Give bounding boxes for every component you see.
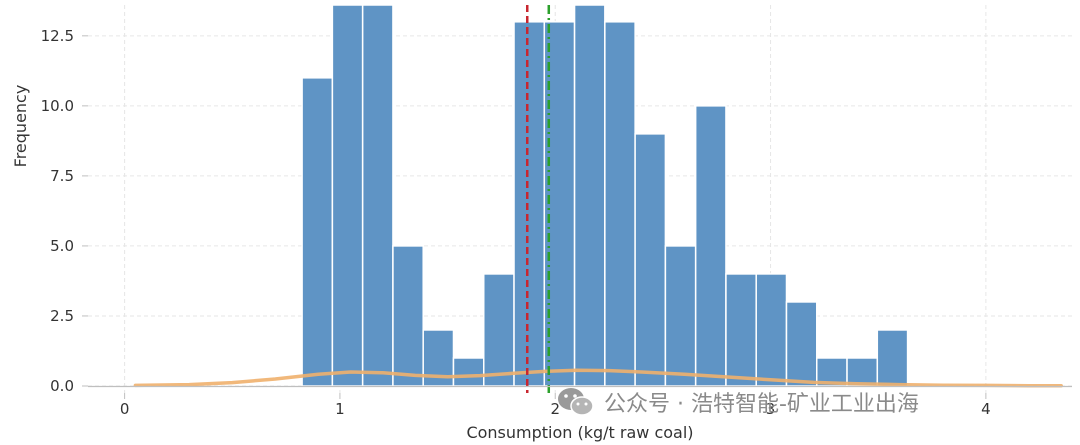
axes: 0.0 2.5 5.0 7.5 10.0 12.5 0 1 2 3 4 bbox=[41, 27, 1072, 418]
histogram-bar bbox=[573, 4, 606, 387]
histogram-bar bbox=[846, 357, 879, 387]
histogram-bar bbox=[452, 357, 485, 387]
histogram-bar bbox=[604, 21, 636, 387]
histogram-bar bbox=[301, 77, 334, 387]
histogram-bar bbox=[785, 301, 818, 387]
wechat-icon bbox=[558, 388, 594, 416]
histogram-bar bbox=[513, 21, 546, 387]
histogram-bar bbox=[331, 4, 364, 387]
x-tick-label: 3 bbox=[766, 400, 776, 418]
x-axis-label: Consumption (kg/t raw coal) bbox=[466, 423, 693, 442]
y-tick-label: 2.5 bbox=[50, 307, 74, 325]
histogram-bar bbox=[694, 105, 727, 387]
histogram-bars bbox=[301, 4, 909, 387]
y-tick-label: 10.0 bbox=[41, 97, 74, 115]
watermark: 公众号 · 浩特智能-矿业工业出海 bbox=[556, 384, 919, 420]
histogram-bar bbox=[392, 245, 424, 387]
y-tick-label: 0.0 bbox=[50, 377, 74, 395]
kde-curve-group bbox=[133, 368, 1063, 388]
histogram-bar bbox=[725, 273, 757, 387]
histogram-bar bbox=[755, 273, 788, 387]
y-tick-label: 5.0 bbox=[50, 237, 74, 255]
x-tick-label: 0 bbox=[120, 400, 130, 418]
x-tick-label: 2 bbox=[550, 400, 560, 418]
y-axis-label: Frequency bbox=[11, 85, 30, 168]
histogram-bar bbox=[634, 133, 667, 387]
watermark-text: 公众号 · 浩特智能-矿业工业出海 bbox=[604, 392, 919, 417]
y-tick-label: 12.5 bbox=[41, 27, 74, 45]
histogram-bar bbox=[664, 245, 697, 387]
x-tick-label: 4 bbox=[981, 400, 991, 418]
histogram-bar bbox=[483, 273, 515, 387]
y-tick-label: 7.5 bbox=[50, 167, 74, 185]
reference-lines bbox=[525, 5, 551, 393]
x-tick-label: 1 bbox=[335, 400, 345, 418]
histogram-bar bbox=[361, 4, 394, 387]
histogram-bar bbox=[876, 329, 909, 387]
kde-curve bbox=[133, 368, 1063, 388]
